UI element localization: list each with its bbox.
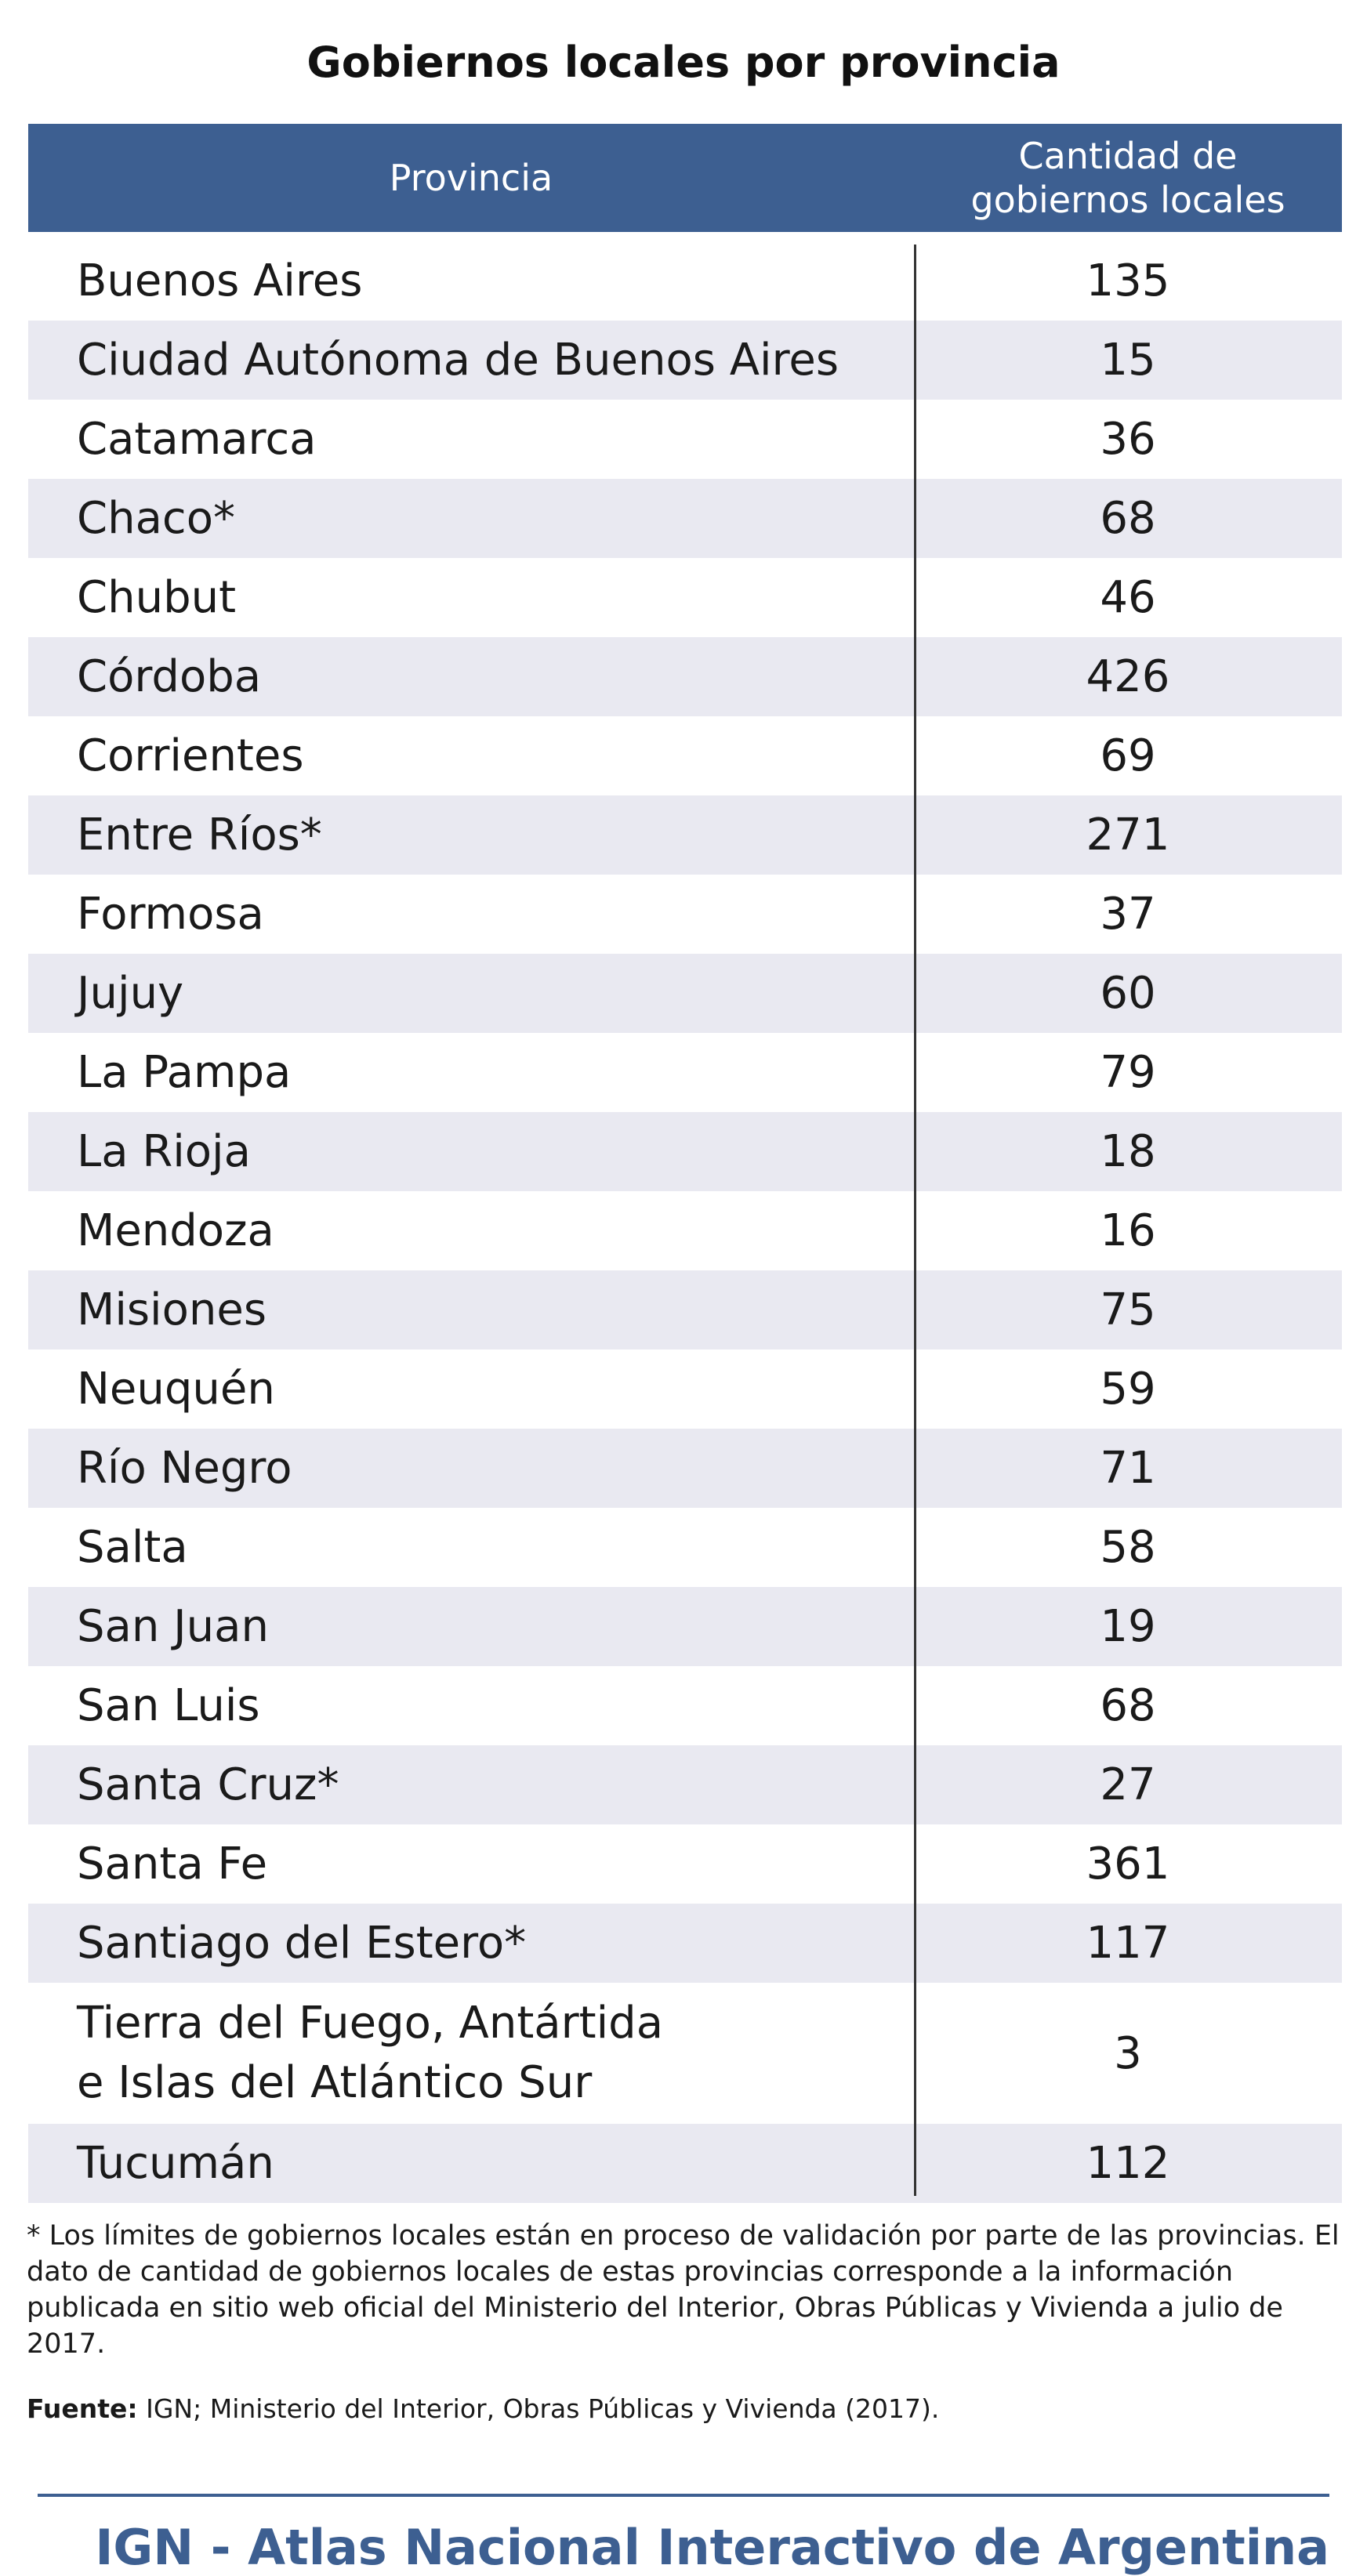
- count-cell: 58: [1100, 1522, 1156, 1573]
- source-label: Fuente:: [27, 2393, 138, 2424]
- table-row: La Pampa 79: [28, 1033, 1342, 1112]
- count-cell: 18: [1100, 1126, 1156, 1177]
- table-row: Misiones 75: [28, 1270, 1342, 1350]
- provinces-table: Provincia Cantidad de gobiernos locales …: [28, 124, 1342, 2203]
- count-cell: 75: [1100, 1284, 1156, 1335]
- province-cell: Catamarca: [77, 413, 317, 465]
- count-cell: 19: [1100, 1601, 1156, 1652]
- count-cell: 60: [1100, 968, 1156, 1019]
- table-row: Salta 58: [28, 1508, 1342, 1587]
- table-row: Santa Fe 361: [28, 1824, 1342, 1904]
- table-row: Tucumán 112: [28, 2124, 1342, 2203]
- count-cell: 27: [1100, 1759, 1156, 1810]
- province-cell: Santiago del Estero*: [77, 1917, 527, 1969]
- table-row: Formosa 37: [28, 875, 1342, 954]
- table-row: Chubut 46: [28, 558, 1342, 637]
- count-cell: 271: [1086, 810, 1170, 860]
- province-cell: La Pampa: [77, 1046, 292, 1098]
- count-cell: 59: [1100, 1364, 1156, 1415]
- count-cell: 36: [1100, 414, 1156, 465]
- table-row: Santiago del Estero* 117: [28, 1904, 1342, 1983]
- table-row: Jujuy 60: [28, 954, 1342, 1033]
- count-cell: 16: [1100, 1205, 1156, 1256]
- table-row: Buenos Aires 135: [28, 241, 1342, 321]
- table-row: San Juan 19: [28, 1587, 1342, 1666]
- count-cell: 71: [1100, 1443, 1156, 1494]
- source-note: Fuente: IGN; Ministerio del Interior, Ob…: [27, 2393, 1343, 2424]
- table-row: Santa Cruz* 27: [28, 1745, 1342, 1824]
- count-cell: 117: [1086, 1918, 1170, 1969]
- table-row: San Luis 68: [28, 1666, 1342, 1745]
- table-row: Entre Ríos* 271: [28, 795, 1342, 875]
- count-cell: 37: [1100, 889, 1156, 940]
- count-cell: 68: [1100, 493, 1156, 544]
- province-cell: San Juan: [77, 1600, 269, 1652]
- province-cell: Neuquén: [77, 1363, 275, 1415]
- province-cell: Córdoba: [77, 650, 262, 702]
- table-row: Tierra del Fuego, Antártida e Islas del …: [28, 1983, 1342, 2124]
- province-cell: Entre Ríos*: [77, 809, 322, 860]
- table-row: La Rioja 18: [28, 1112, 1342, 1191]
- province-cell: Buenos Aires: [77, 255, 363, 306]
- table-body: Buenos Aires 135 Ciudad Autónoma de Buenos…: [28, 232, 1342, 2203]
- table-row: Mendoza 16: [28, 1191, 1342, 1270]
- source-text: IGN; Ministerio del Interior, Obras Públ…: [146, 2393, 940, 2424]
- province-cell: Misiones: [77, 1284, 267, 1335]
- table-row: Córdoba 426: [28, 637, 1342, 716]
- count-cell: 46: [1100, 572, 1156, 623]
- column-divider: [914, 245, 916, 2196]
- table-row: Chaco* 68: [28, 479, 1342, 558]
- footer-divider: [38, 2494, 1329, 2497]
- count-cell: 361: [1086, 1839, 1170, 1889]
- count-cell: 426: [1086, 651, 1170, 702]
- table-row: Río Negro 71: [28, 1429, 1342, 1508]
- count-cell: 112: [1086, 2138, 1170, 2189]
- footer-branding: IGN - Atlas Nacional Interactivo de Arge…: [95, 2519, 1329, 2576]
- province-cell: Río Negro: [77, 1442, 292, 1494]
- province-cell: La Rioja: [77, 1125, 251, 1177]
- province-cell: Chaco*: [77, 492, 235, 544]
- table-header: Provincia Cantidad de gobiernos locales: [28, 124, 1342, 232]
- count-cell: 69: [1100, 730, 1156, 781]
- table-row: Corrientes 69: [28, 716, 1342, 795]
- province-cell: Santa Fe: [77, 1838, 268, 1889]
- count-cell: 3: [1114, 2027, 1142, 2079]
- count-cell: 135: [1086, 255, 1170, 306]
- count-cell: 15: [1100, 335, 1156, 386]
- table-row: Neuquén 59: [28, 1350, 1342, 1429]
- table-row: Catamarca 36: [28, 400, 1342, 479]
- province-cell: Chubut: [77, 571, 237, 623]
- count-cell: 68: [1100, 1680, 1156, 1731]
- province-cell: San Luis: [77, 1679, 260, 1731]
- province-cell: Formosa: [77, 888, 264, 940]
- province-cell: Salta: [77, 1521, 188, 1573]
- province-cell: Santa Cruz*: [77, 1759, 339, 1810]
- province-cell: Mendoza: [77, 1205, 274, 1256]
- province-cell: Ciudad Autónoma de Buenos Aires: [77, 334, 839, 386]
- count-cell: 79: [1100, 1047, 1156, 1098]
- page-title: Gobiernos locales por provincia: [306, 38, 1061, 87]
- table-row: Ciudad Autónoma de Buenos Aires 15: [28, 321, 1342, 400]
- province-cell: Tucumán: [77, 2137, 274, 2189]
- province-cell: Tierra del Fuego, Antártida e Islas del …: [77, 1998, 664, 2108]
- province-cell: Jujuy: [77, 967, 184, 1019]
- footnote: * Los límites de gobiernos locales están…: [27, 2220, 1340, 2360]
- column-header-count: Cantidad de gobiernos locales: [970, 135, 1285, 221]
- column-header-province: Provincia: [389, 157, 553, 199]
- province-cell: Corrientes: [77, 730, 304, 781]
